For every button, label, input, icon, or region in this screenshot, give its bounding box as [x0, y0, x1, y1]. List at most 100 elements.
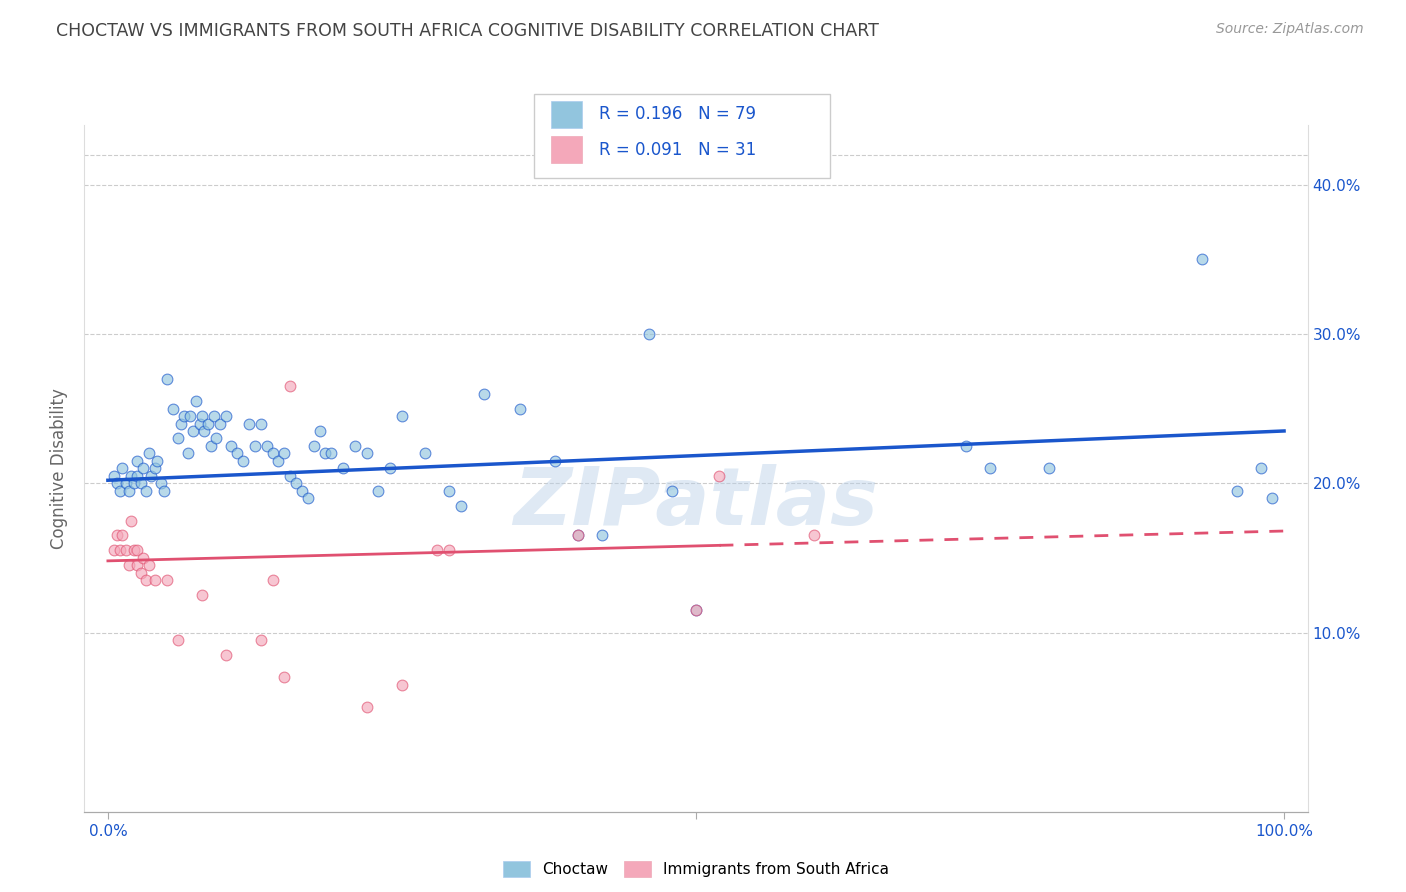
Point: [1261, 491, 1284, 505]
Point: [167, 633, 190, 648]
Point: [367, 483, 389, 498]
Point: [979, 461, 1001, 475]
Point: [120, 468, 142, 483]
Point: [173, 409, 195, 423]
Point: [127, 543, 149, 558]
Point: [472, 386, 495, 401]
Point: [132, 550, 155, 565]
Point: [114, 543, 136, 558]
Point: [638, 326, 661, 341]
Point: [291, 483, 314, 498]
Point: [426, 543, 449, 558]
Point: [205, 432, 228, 446]
Point: [167, 432, 190, 446]
Point: [380, 461, 402, 475]
Point: [273, 446, 295, 460]
Point: [188, 417, 211, 431]
Point: [278, 379, 301, 393]
Point: [138, 558, 160, 573]
Text: ZIPatlas: ZIPatlas: [513, 464, 879, 541]
Point: [127, 468, 149, 483]
Point: [181, 424, 204, 438]
Point: [120, 514, 142, 528]
Point: [129, 566, 152, 580]
Point: [143, 574, 166, 588]
Point: [343, 439, 366, 453]
Point: [156, 574, 179, 588]
Text: CHOCTAW VS IMMIGRANTS FROM SOUTH AFRICA COGNITIVE DISABILITY CORRELATION CHART: CHOCTAW VS IMMIGRANTS FROM SOUTH AFRICA …: [56, 22, 879, 40]
Point: [122, 476, 145, 491]
Point: [267, 454, 290, 468]
Point: [135, 483, 157, 498]
Point: [111, 528, 134, 542]
Point: [127, 558, 149, 573]
Point: [437, 483, 460, 498]
Point: [191, 409, 214, 423]
Point: [278, 468, 301, 483]
Point: [685, 603, 707, 617]
Point: [243, 439, 266, 453]
Point: [179, 409, 201, 423]
Point: [332, 461, 354, 475]
Point: [591, 528, 613, 542]
Point: [356, 446, 378, 460]
Point: [146, 454, 169, 468]
Point: [356, 700, 378, 714]
Point: [567, 528, 589, 542]
Point: [567, 528, 589, 542]
Point: [256, 439, 278, 453]
Point: [143, 461, 166, 475]
Point: [138, 446, 160, 460]
Point: [232, 454, 254, 468]
Point: [273, 670, 295, 684]
Point: [214, 648, 236, 662]
Point: [111, 461, 134, 475]
Point: [415, 446, 437, 460]
Point: [208, 417, 231, 431]
Text: R = 0.196   N = 79: R = 0.196 N = 79: [599, 105, 756, 123]
Point: [193, 424, 215, 438]
Point: [238, 417, 260, 431]
Point: [197, 417, 219, 431]
Point: [141, 468, 163, 483]
Point: [1250, 461, 1272, 475]
Legend: Choctaw, Immigrants from South Africa: Choctaw, Immigrants from South Africa: [496, 855, 896, 883]
Point: [391, 409, 413, 423]
Point: [297, 491, 319, 505]
Point: [221, 439, 243, 453]
Point: [156, 372, 179, 386]
Point: [262, 574, 284, 588]
Point: [108, 483, 131, 498]
Point: [200, 439, 222, 453]
Point: [214, 409, 236, 423]
Point: [122, 543, 145, 558]
Point: [105, 476, 128, 491]
Point: [132, 461, 155, 475]
Point: [437, 543, 460, 558]
Text: Source: ZipAtlas.com: Source: ZipAtlas.com: [1216, 22, 1364, 37]
Point: [955, 439, 977, 453]
Point: [249, 417, 271, 431]
Point: [108, 543, 131, 558]
Text: R = 0.091   N = 31: R = 0.091 N = 31: [599, 141, 756, 159]
Point: [308, 424, 330, 438]
Point: [709, 468, 731, 483]
Point: [314, 446, 336, 460]
Point: [544, 454, 567, 468]
Point: [202, 409, 225, 423]
Point: [149, 476, 172, 491]
Point: [450, 499, 472, 513]
Point: [170, 417, 193, 431]
Point: [184, 394, 207, 409]
Point: [262, 446, 284, 460]
Point: [509, 401, 531, 416]
Point: [249, 633, 271, 648]
Point: [177, 446, 200, 460]
Point: [661, 483, 683, 498]
Point: [685, 603, 707, 617]
Point: [103, 468, 125, 483]
Point: [129, 476, 152, 491]
Point: [153, 483, 176, 498]
Point: [127, 454, 149, 468]
Point: [103, 543, 125, 558]
